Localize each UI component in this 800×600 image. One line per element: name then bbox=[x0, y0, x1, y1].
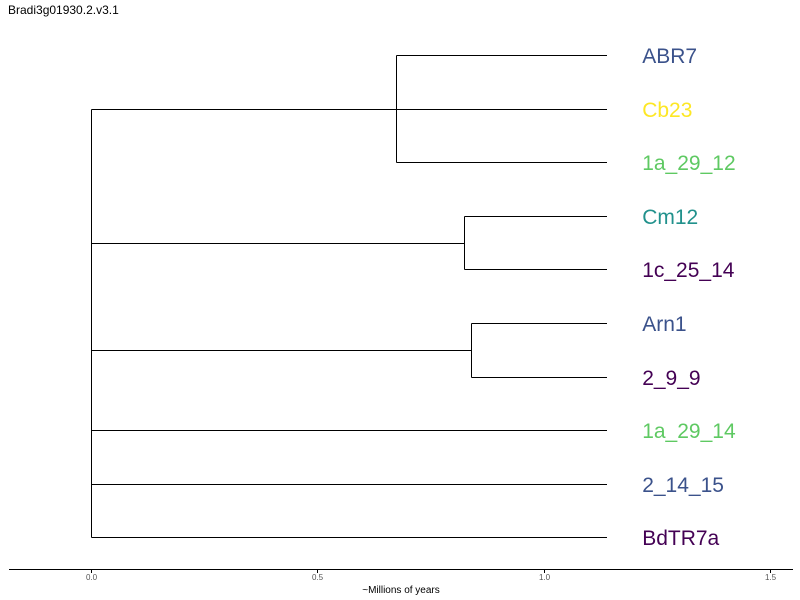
branches bbox=[91, 55, 608, 538]
x-axis-ticks: 0.0 0.5 1.0 1.5 bbox=[86, 569, 777, 582]
tip-label: Cm12 bbox=[642, 206, 698, 229]
tip-label: Arn1 bbox=[642, 313, 686, 336]
x-axis-label: ~Millions of years bbox=[362, 585, 440, 596]
tip-label: ABR7 bbox=[642, 45, 697, 68]
x-tick-label: 1.0 bbox=[539, 573, 551, 582]
tip-label: BdTR7a bbox=[642, 527, 719, 550]
tip-label: 1c_25_14 bbox=[642, 259, 735, 282]
tip-label: 2_14_15 bbox=[642, 474, 724, 497]
tip-label: 1a_29_12 bbox=[642, 152, 735, 175]
x-tick-label: 0.0 bbox=[86, 573, 98, 582]
x-axis: 0.0 0.5 1.0 1.5 ~Millions of years bbox=[9, 569, 793, 596]
tip-label: 1a_29_14 bbox=[642, 420, 736, 443]
chart-title: Bradi3g01930.2.v3.1 bbox=[8, 3, 119, 17]
x-tick-label: 0.5 bbox=[312, 573, 324, 582]
x-tick-label: 1.5 bbox=[765, 573, 777, 582]
tip-label: 2_9_9 bbox=[642, 367, 700, 390]
tip-label: Cb23 bbox=[642, 99, 692, 122]
tip-labels: ABR7 Cb23 1a_29_12 Cm12 1c_25_14 Arn1 2_9_9 1a_… bbox=[642, 45, 736, 550]
